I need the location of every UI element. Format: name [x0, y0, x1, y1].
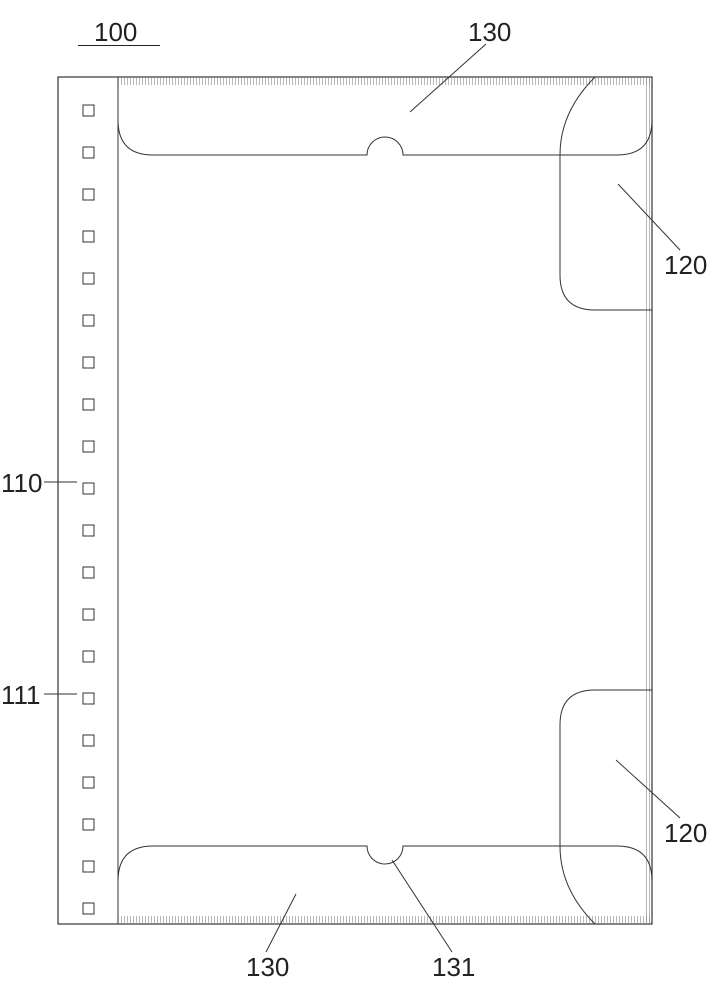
leaders	[44, 44, 680, 952]
hatch-bottom	[118, 916, 652, 924]
flap-side-upper	[560, 77, 652, 310]
figure-canvas: { "figure": { "width": 726, "height": 10…	[0, 0, 726, 1000]
flap-bottom	[118, 846, 652, 881]
hatch-top	[118, 77, 652, 85]
leader-131	[392, 860, 452, 952]
outer-rect	[58, 77, 652, 924]
flap-top	[118, 120, 652, 155]
hatch-right	[644, 77, 652, 924]
binding-holes	[83, 105, 94, 914]
diagram-svg	[0, 0, 726, 1000]
flap-side-lower	[560, 690, 652, 924]
